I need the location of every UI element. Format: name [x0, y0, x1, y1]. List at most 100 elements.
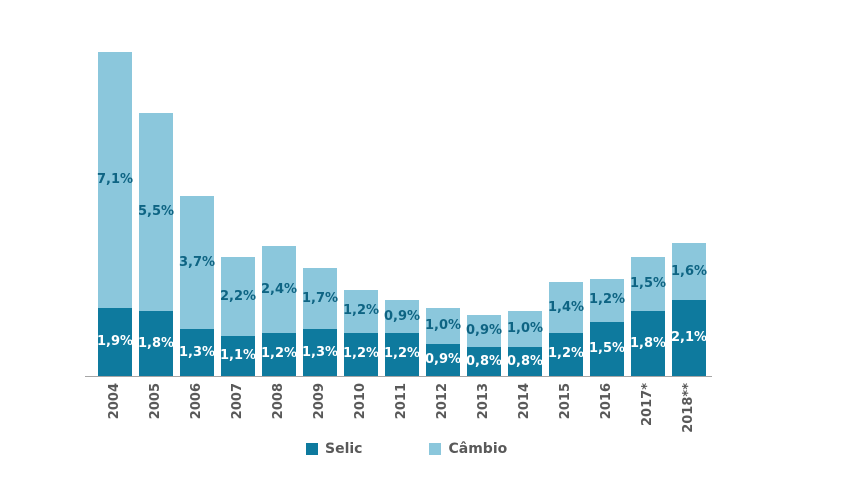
segment-value-label: 7,1% [96, 171, 134, 187]
bar-segment-selic: 1,2% [384, 332, 420, 376]
segment-value-label: 3,7% [178, 254, 216, 270]
segment-value-label: 0,8% [506, 353, 544, 369]
legend-label-selic: Selic [325, 441, 363, 457]
segment-value-label: 1,2% [260, 346, 298, 362]
bar-segment-cambio: 1,0% [425, 307, 461, 344]
bar-segment-cambio: 0,9% [466, 314, 502, 348]
bar-2005: 5,5% 1,8% [138, 113, 174, 376]
bar-segment-cambio: 1,7% [302, 268, 338, 330]
segment-value-label: 1,0% [424, 317, 462, 333]
segment-value-label: 1,2% [342, 303, 380, 319]
bar-2011: 0,9% 1,2% [384, 300, 420, 376]
bar-2017*: 1,5% 1,8% [630, 257, 666, 376]
segment-value-label: 1,2% [547, 346, 585, 362]
x-tick-label-2009: 2009 [312, 383, 327, 420]
bar-segment-cambio: 2,4% [261, 246, 297, 333]
bar-segment-selic: 1,1% [220, 336, 256, 376]
x-tick-label-2010: 2010 [353, 383, 368, 420]
bar-segment-cambio: 7,1% [97, 52, 133, 308]
segment-value-label: 0,9% [465, 322, 503, 338]
x-axis-line [85, 376, 712, 377]
bar-segment-selic: 1,5% [589, 321, 625, 376]
bar-2007: 2,2% 1,1% [220, 257, 256, 376]
legend-item-selic: Selic [306, 441, 362, 457]
bar-segment-cambio: 1,2% [589, 278, 625, 322]
bar-segment-selic: 1,2% [548, 332, 584, 376]
bar-2008: 2,4% 1,2% [261, 246, 297, 376]
bar-segment-selic: 1,3% [302, 329, 338, 376]
segment-value-label: 1,8% [629, 335, 667, 351]
segment-value-label: 1,9% [96, 333, 134, 349]
segment-value-label: 1,7% [301, 290, 339, 306]
cambio-swatch-icon [429, 443, 442, 455]
bar-segment-selic: 1,9% [97, 307, 133, 376]
segment-value-label: 2,1% [670, 330, 708, 346]
segment-value-label: 1,2% [342, 346, 380, 362]
bar-segment-selic: 1,3% [179, 329, 215, 376]
x-tick-label-2018**: 2018** [681, 383, 696, 433]
x-tick-label-2016: 2016 [599, 383, 614, 420]
bar-segment-cambio: 1,2% [343, 289, 379, 333]
bar-segment-selic: 1,8% [630, 311, 666, 376]
bar-segment-selic: 0,8% [507, 347, 543, 376]
bar-segment-cambio: 1,5% [630, 257, 666, 312]
selic-swatch-icon [306, 443, 318, 455]
x-tick-label-2006: 2006 [189, 383, 204, 420]
segment-value-label: 1,2% [383, 346, 421, 362]
x-tick-label-2011: 2011 [394, 383, 409, 420]
x-tick-label-2004: 2004 [107, 383, 122, 420]
bar-2004: 7,1% 1,9% [97, 52, 133, 376]
segment-value-label: 2,4% [260, 281, 298, 297]
x-tick-label-2017*: 2017* [640, 383, 655, 426]
segment-value-label: 1,4% [547, 299, 585, 315]
bar-2006: 3,7% 1,3% [179, 196, 215, 376]
segment-value-label: 1,3% [301, 344, 339, 360]
bar-2013: 0,9% 0,8% [466, 314, 502, 376]
segment-value-label: 1,5% [588, 340, 626, 356]
bar-segment-cambio: 2,2% [220, 257, 256, 337]
legend-item-cambio: Câmbio [429, 441, 507, 457]
segment-value-label: 1,1% [219, 348, 257, 364]
segment-value-label: 1,6% [670, 263, 708, 279]
bar-2012: 1,0% 0,9% [425, 307, 461, 376]
bar-segment-selic: 0,9% [425, 343, 461, 376]
segment-value-label: 1,3% [178, 344, 216, 360]
legend-label-cambio: Câmbio [448, 441, 508, 457]
bar-2010: 1,2% 1,2% [343, 289, 379, 376]
x-tick-label-2013: 2013 [476, 383, 491, 420]
segment-value-label: 1,0% [506, 321, 544, 337]
bar-segment-selic: 0,8% [466, 347, 502, 376]
segment-value-label: 0,9% [424, 351, 462, 367]
legend: Selic Câmbio [306, 441, 507, 457]
segment-value-label: 1,5% [629, 276, 667, 292]
bar-2016: 1,2% 1,5% [589, 278, 625, 376]
bar-segment-cambio: 1,0% [507, 311, 543, 348]
segment-value-label: 0,8% [465, 353, 503, 369]
x-tick-label-2007: 2007 [230, 383, 245, 420]
segment-value-label: 1,2% [588, 292, 626, 308]
bar-2009: 1,7% 1,3% [302, 268, 338, 376]
bar-segment-selic: 1,8% [138, 311, 174, 376]
x-tick-label-2005: 2005 [148, 383, 163, 420]
bar-2015: 1,4% 1,2% [548, 282, 584, 376]
bar-segment-cambio: 1,4% [548, 282, 584, 333]
segment-value-label: 1,8% [137, 335, 175, 351]
bar-segment-selic: 1,2% [343, 332, 379, 376]
segment-value-label: 0,9% [383, 308, 421, 324]
x-tick-label-2014: 2014 [517, 383, 532, 420]
segment-value-label: 2,2% [219, 288, 257, 304]
bar-segment-cambio: 0,9% [384, 300, 420, 333]
x-tick-label-2008: 2008 [271, 383, 286, 420]
bar-segment-cambio: 5,5% [138, 113, 174, 312]
x-tick-label-2015: 2015 [558, 383, 573, 420]
segment-value-label: 5,5% [137, 204, 175, 220]
x-tick-label-2012: 2012 [435, 383, 450, 420]
bar-2018**: 1,6% 2,1% [671, 242, 707, 376]
bar-segment-cambio: 3,7% [179, 196, 215, 330]
bar-segment-cambio: 1,6% [671, 242, 707, 301]
bar-segment-selic: 1,2% [261, 332, 297, 376]
bar-2014: 1,0% 0,8% [507, 311, 543, 376]
bar-segment-selic: 2,1% [671, 300, 707, 376]
